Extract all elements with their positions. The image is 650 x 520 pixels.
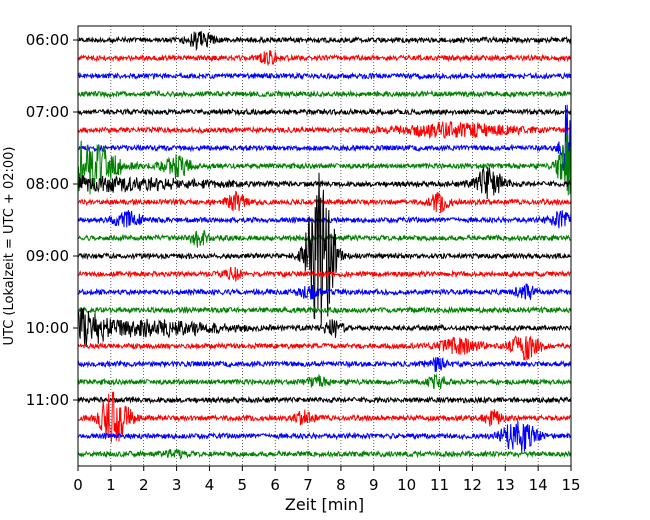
trace-1130: [77, 420, 572, 453]
x-tick-label: 8: [336, 476, 346, 494]
y-tick-label: 10:00: [26, 319, 69, 337]
x-tick-label: 1: [106, 476, 116, 494]
plot-frame: [77, 25, 572, 467]
y-axis-label: UTC (Lokalzeit = UTC + 02:00): [2, 147, 17, 346]
trace-0630: [77, 71, 572, 81]
trace-0930: [77, 283, 572, 300]
x-axis-ticks: 0 1 2 3 4 5 6 7 8 9 10 11 12 13 14 15: [73, 466, 581, 494]
x-tick-label: 5: [238, 476, 248, 494]
trace-0700: [77, 107, 572, 117]
y-tick-label: 07:00: [26, 103, 69, 121]
trace-0845: [77, 229, 572, 248]
x-tick-label: 15: [561, 476, 580, 494]
x-axis-label: Zeit [min]: [285, 495, 364, 514]
x-tick-label: 3: [172, 476, 182, 494]
trace-1145: [77, 448, 572, 460]
trace-0945: [78, 305, 572, 315]
seismic-traces: [77, 31, 572, 460]
y-tick-label: 09:00: [26, 247, 69, 265]
y-axis-ticks: 06:00 07:00 08:00 09:00 10:00 11:00: [26, 31, 78, 409]
trace-1015: [77, 335, 572, 362]
x-tick-label: 12: [463, 476, 482, 494]
trace-1030: [77, 356, 572, 372]
trace-1045: [77, 373, 572, 390]
trace-0715: [77, 121, 572, 140]
x-tick-label: 11: [430, 476, 449, 494]
trace-0815: [77, 190, 572, 214]
y-tick-label: 08:00: [26, 175, 69, 193]
x-tick-label: 9: [369, 476, 379, 494]
x-tick-label: 0: [73, 476, 83, 494]
x-tick-label: 7: [303, 476, 313, 494]
y-tick-label: 11:00: [26, 391, 69, 409]
x-tick-label: 2: [139, 476, 149, 494]
trace-0645: [77, 89, 572, 99]
trace-0830: [77, 209, 572, 229]
trace-0900: [77, 172, 572, 326]
trace-1115: [77, 391, 572, 443]
trace-0915: [77, 266, 572, 282]
x-tick-label: 14: [529, 476, 548, 494]
trace-0600: [77, 31, 572, 52]
trace-0800: [77, 166, 572, 199]
x-tick-label: 10: [397, 476, 416, 494]
trace-0615: [77, 50, 572, 67]
trace-1100: [77, 395, 572, 405]
y-tick-label: 06:00: [26, 31, 69, 49]
x-tick-label: 6: [270, 476, 280, 494]
trace-1000: [77, 307, 572, 348]
x-tick-label: 4: [205, 476, 215, 494]
trace-0730: [77, 104, 572, 191]
x-tick-label: 13: [496, 476, 515, 494]
trace-0745: [77, 134, 572, 196]
